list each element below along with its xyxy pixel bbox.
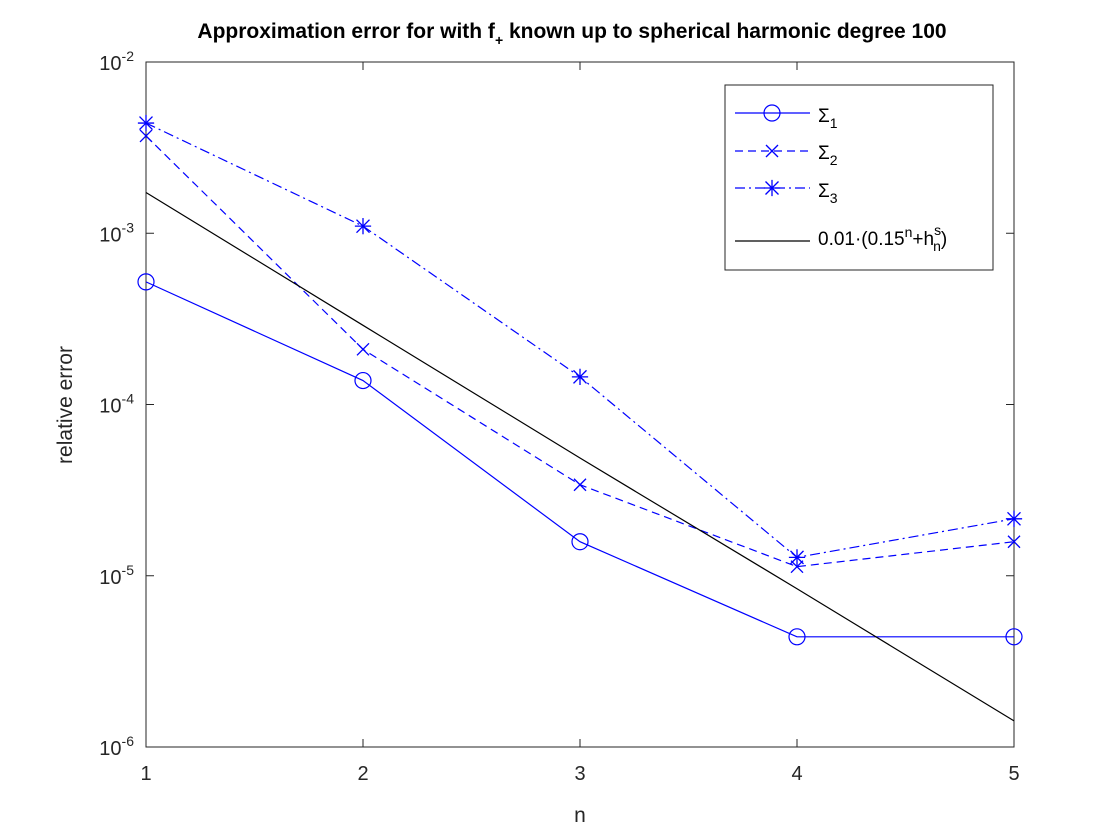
y-tick-label: 10-6	[99, 733, 134, 760]
data-point-sigma2	[356, 342, 370, 356]
data-point-sigma1	[1005, 628, 1023, 646]
y-tick-label: 10-4	[99, 391, 134, 418]
x-tick-label: 4	[791, 763, 802, 785]
series-line-sigma1	[145, 281, 1014, 638]
legend-label-sigma3: Σ3	[818, 181, 838, 206]
data-point-sigma1	[354, 371, 372, 390]
data-point-sigma1	[137, 273, 155, 291]
legend-label-reference: 0.01·(0.15n+hs n)	[818, 222, 947, 254]
legend-marker-sigma1	[763, 104, 781, 122]
y-tick-label: 10-5	[99, 562, 134, 589]
data-point-sigma2	[139, 129, 153, 143]
title-main: Approximation error for with f	[197, 20, 496, 43]
legend: Σ1 Σ2 Σ3 0.01·(0.15n+hs n)	[724, 84, 994, 271]
data-point-sigma3	[571, 368, 589, 385]
legend-marker-sigma3	[763, 179, 781, 197]
y-tick-label: 10-3	[99, 219, 134, 246]
x-tick-label: 2	[357, 763, 368, 785]
x-tick-label: 1	[140, 763, 151, 785]
x-tick-label: 3	[574, 763, 585, 785]
series-line-reference	[145, 191, 1015, 722]
legend-entries	[735, 104, 810, 242]
legend-marker-sigma2	[765, 144, 779, 158]
data-point-sigma3	[354, 218, 372, 235]
series-layer	[137, 114, 1023, 722]
y-axis-label: relative error	[54, 346, 77, 464]
data-point-sigma3	[137, 114, 155, 132]
data-point-sigma2	[790, 560, 804, 574]
x-axis-label: n	[574, 804, 586, 827]
data-point-sigma2	[573, 478, 587, 492]
data-point-sigma1	[571, 533, 589, 551]
title-rest: known up to spherical harmonic degree 10…	[503, 20, 946, 43]
data-point-sigma3	[1005, 510, 1023, 527]
data-point-sigma1	[788, 628, 806, 646]
chart-title: Approximation error for with f+ known up…	[197, 20, 946, 48]
legend-box	[724, 84, 994, 271]
legend-label-sigma2: Σ2	[818, 143, 838, 168]
data-point-sigma2	[1007, 535, 1021, 549]
data-point-sigma3	[788, 549, 806, 566]
x-tick-label: 5	[1008, 763, 1019, 785]
title-sub: +	[495, 32, 503, 48]
y-tick-label: 10-2	[99, 48, 134, 75]
ticks-group: 1 2 3 4 5 10-6 10-5 10-4 10-3 10-2	[99, 48, 1019, 785]
legend-label-sigma1: Σ1	[818, 106, 838, 131]
